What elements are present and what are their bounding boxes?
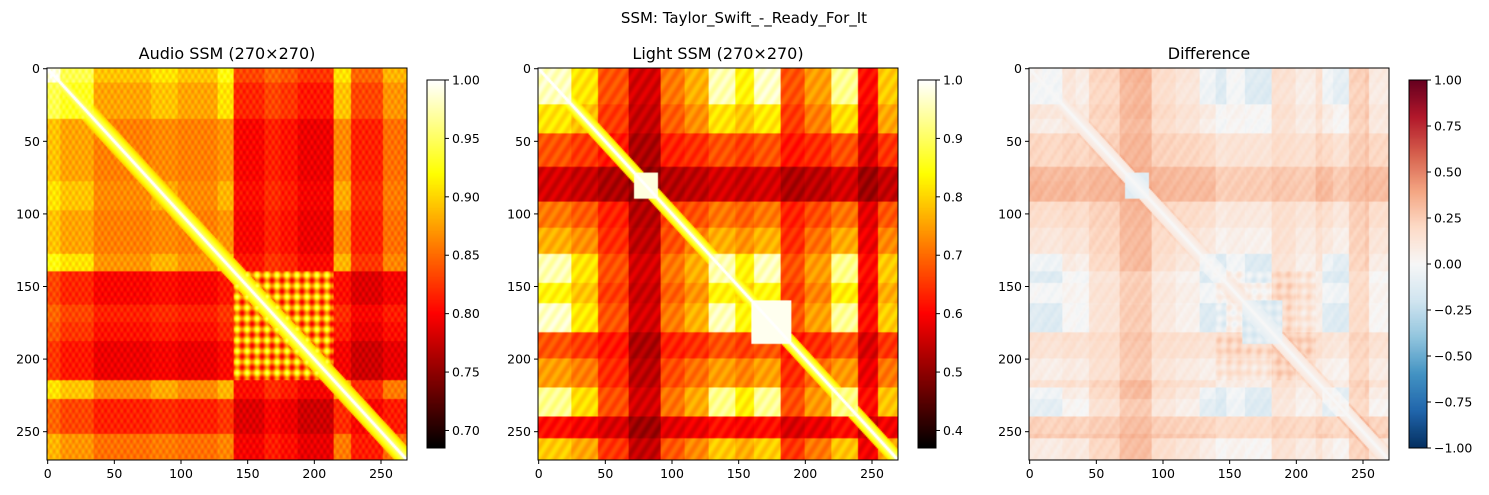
y-tick-label: 200 <box>16 352 40 367</box>
colorbar-tick-label: 0.9 <box>943 131 963 146</box>
heatmap-panel-1: Audio SSM (270×270) 0 50 100 150 200 250 0 50 100… <box>16 44 480 481</box>
x-tick-label: 0 <box>44 466 52 481</box>
y-tick-label: 250 <box>998 424 1022 439</box>
colorbar-tick-label: −1.00 <box>1434 441 1472 456</box>
y-tick-label: 250 <box>507 424 531 439</box>
axes-frame <box>1028 67 1390 461</box>
x-tick-label: 100 <box>169 466 193 481</box>
colorbar-tick-label: −0.25 <box>1434 303 1472 318</box>
y-tick-label: 50 <box>515 134 531 149</box>
colorbar-tick-label: 1.00 <box>1434 73 1462 88</box>
x-tick-label: 50 <box>597 466 613 481</box>
colorbar-tick-label: 0.70 <box>452 423 480 438</box>
x-tick-label: 0 <box>1026 466 1034 481</box>
colorbar-tick-label: 0.95 <box>452 131 480 146</box>
heatmap-panel-3: Difference 0 50 100 150 200 250 0 50 100 150 200 250… <box>998 44 1472 481</box>
colorbar-tick-label: 0.5 <box>943 365 963 380</box>
x-tick-label: 50 <box>1088 466 1104 481</box>
x-tick-label: 100 <box>660 466 684 481</box>
y-tick-label: 0 <box>1014 61 1022 76</box>
colorbar-tick-label: −0.75 <box>1434 395 1472 410</box>
panel-title: Difference <box>1168 44 1250 63</box>
y-tick-label: 150 <box>998 279 1022 294</box>
x-tick-label: 250 <box>860 466 884 481</box>
x-tick-label: 100 <box>1151 466 1175 481</box>
colorbar-tick-label: −0.50 <box>1434 349 1472 364</box>
axes-frame <box>537 67 899 461</box>
heatmap-panel-2: Light SSM (270×270) 0 50 100 150 200 250 0 50 100… <box>507 44 963 481</box>
y-tick-label: 150 <box>16 279 40 294</box>
x-tick-label: 150 <box>1218 466 1242 481</box>
x-tick-label: 200 <box>1284 466 1308 481</box>
y-tick-label: 0 <box>32 61 40 76</box>
panels: Audio SSM (270×270) 0 50 100 150 200 250 0 50 100… <box>16 44 1472 481</box>
y-tick-label: 200 <box>998 352 1022 367</box>
x-tick-label: 250 <box>1351 466 1375 481</box>
y-tick-label: 0 <box>523 61 531 76</box>
heatmap-image <box>1029 68 1389 460</box>
colorbar-frame <box>917 79 937 449</box>
colorbar-gradient <box>427 80 445 448</box>
x-tick-label: 150 <box>727 466 751 481</box>
y-tick-label: 250 <box>16 424 40 439</box>
colorbar-tick-label: 1.00 <box>452 73 480 88</box>
colorbar: 0.70 0.75 0.80 0.85 0.90 0.95 1.00 <box>426 73 480 449</box>
axes-frame <box>46 67 408 461</box>
x-tick-label: 0 <box>535 466 543 481</box>
colorbar-tick-label: 0.4 <box>943 423 963 438</box>
colorbar-tick-label: 0.85 <box>452 248 480 263</box>
y-tick-label: 100 <box>16 206 40 221</box>
x-tick-label: 250 <box>369 466 393 481</box>
colorbar-tick-label: 0.50 <box>1434 165 1462 180</box>
colorbar: −1.00 −0.75 −0.50 −0.25 0.00 0.25 0.50 0.75 1.00 <box>1408 73 1472 456</box>
heatmap-image <box>538 68 898 460</box>
colorbar-tick-label: 0.80 <box>452 306 480 321</box>
colorbar-tick-label: 0.6 <box>943 306 963 321</box>
colorbar: 0.4 0.5 0.6 0.7 0.8 0.9 1.0 <box>917 73 963 449</box>
colorbar-tick-label: 1.0 <box>943 73 963 88</box>
colorbar-tick-label: 0.7 <box>943 248 963 263</box>
colorbar-tick-label: 0.75 <box>452 365 480 380</box>
colorbar-tick-label: 0.8 <box>943 189 963 204</box>
colorbar-gradient <box>1409 80 1427 448</box>
y-tick-label: 50 <box>24 134 40 149</box>
x-tick-label: 200 <box>793 466 817 481</box>
panel-title: Audio SSM (270×270) <box>139 44 316 63</box>
colorbar-tick-label: 0.00 <box>1434 257 1462 272</box>
y-tick-label: 150 <box>507 279 531 294</box>
colorbar-frame <box>426 79 446 449</box>
colorbar-gradient <box>918 80 936 448</box>
y-tick-label: 50 <box>1006 134 1022 149</box>
colorbar-tick-label: 0.75 <box>1434 119 1462 134</box>
colorbar-tick-label: 0.90 <box>452 189 480 204</box>
suptitle: SSM: Taylor_Swift_-_Ready_For_It <box>621 9 867 28</box>
colorbar-tick-label: 0.25 <box>1434 211 1462 226</box>
panel-title: Light SSM (270×270) <box>632 44 803 63</box>
y-tick-label: 200 <box>507 352 531 367</box>
x-tick-label: 150 <box>236 466 260 481</box>
y-tick-label: 100 <box>507 206 531 221</box>
y-tick-label: 100 <box>998 206 1022 221</box>
x-tick-label: 200 <box>302 466 326 481</box>
heatmap-image <box>47 68 407 460</box>
x-tick-label: 50 <box>106 466 122 481</box>
